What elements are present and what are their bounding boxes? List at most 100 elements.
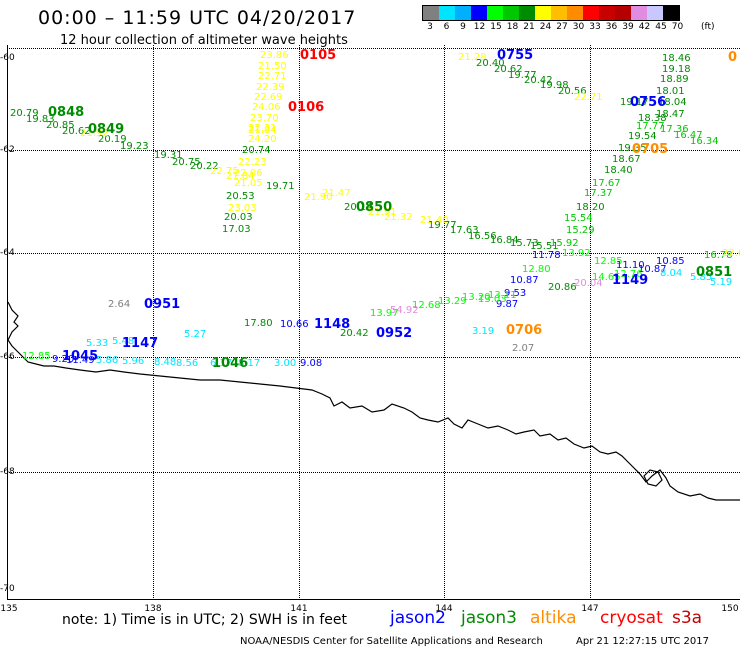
legend-swatch (423, 6, 439, 20)
footer-note: note: 1) Time is in UTC; 2) SWH is in fe… (62, 612, 348, 628)
wave-height-value: 12.85 (594, 256, 623, 267)
wave-height-value: 5.33 (86, 338, 109, 349)
satellite-legend-s3a: s3a (672, 608, 703, 628)
wave-height-value: 21.84 (226, 171, 255, 182)
wave-height-value: 5.86 (96, 355, 119, 366)
wave-height-value: 11.78 (532, 250, 561, 261)
map-title: 00:00 – 11:59 UTC 04/20/2017 (38, 7, 357, 29)
wave-height-value: 54.92 (390, 305, 419, 316)
legend-unit-label: (ft) (701, 22, 715, 32)
legend-tick-label: 12 (473, 22, 486, 32)
wave-height-value: 5.27 (184, 329, 207, 340)
lon-label: 147 (581, 604, 599, 614)
wave-height-value: 20.74 (242, 145, 271, 156)
footer-timestamp: Apr 21 12:27:15 UTC 2017 (576, 636, 709, 647)
legend-tick-label: 42 (638, 22, 651, 32)
wave-height-value: 19.35 (618, 143, 647, 154)
legend-swatch (599, 6, 615, 20)
wave-height-value: 3.19 (472, 326, 495, 337)
wave-height-value: 19.17 (620, 97, 649, 108)
color-legend-bar (422, 5, 680, 21)
pass-time-label: 0849 (88, 122, 125, 137)
wave-height-value: 18.47 (656, 109, 685, 120)
wave-height-value: 22.23 (238, 157, 267, 168)
pass-time-label: 1148 (314, 317, 351, 332)
wave-height-value: 13.92 (562, 248, 591, 259)
pass-time-label: 0951 (144, 297, 181, 312)
lon-label: 144 (435, 604, 453, 614)
pass-time-label: 0105 (300, 48, 337, 63)
wave-height-value: 23.86 (260, 50, 289, 61)
wave-height-value: 19.98 (540, 80, 569, 91)
wave-height-value: 20.40 (476, 58, 505, 69)
wave-height-value: 15.73 (510, 238, 539, 249)
wave-height-value: 21.91 (368, 207, 397, 218)
wave-height-value: 8.17 (238, 358, 261, 369)
wave-height-value: 22.39 (256, 82, 285, 93)
wave-height-value: 23.03 (228, 203, 257, 214)
wave-height-value: 18.04 (658, 97, 687, 108)
wave-height-value: 20.14 (344, 202, 373, 213)
legend-tick-label: 9 (460, 22, 466, 32)
pass-time-label: 0756 (630, 95, 667, 110)
wave-height-value: 12.85 (22, 351, 51, 362)
lat-label: -64 (0, 248, 15, 258)
pass-time-label: 0 (728, 50, 738, 65)
legend-tick-label: 33 (589, 22, 601, 32)
lon-label: 141 (290, 604, 308, 614)
wave-height-value: 24.06 (252, 102, 281, 113)
lat-label: -68 (0, 467, 15, 477)
wave-height-value: 22.31 (248, 123, 277, 134)
wave-height-value: 8.04 (660, 268, 683, 279)
wave-height-value: 11.10 (616, 260, 645, 271)
gridline-lon-147 (590, 45, 591, 600)
pass-time-label: 0755 (497, 48, 534, 63)
wave-height-value: 19.23 (120, 141, 149, 152)
gridline-lat-66 (7, 357, 740, 358)
wave-height-value: 20.03 (224, 212, 253, 223)
map-subtitle: 12 hour collection of altimeter wave hei… (60, 33, 348, 48)
wave-height-value: 20.42 (524, 75, 553, 86)
wave-height-value: 19.71 (266, 181, 295, 192)
wave-height-value: 15.92 (550, 238, 579, 249)
wave-height-value: 8.48 (154, 357, 177, 368)
wave-height-value: 20.85 (46, 120, 75, 131)
wave-height-value: 22.71 (258, 71, 287, 82)
pass-time-label: 1147 (122, 336, 159, 351)
wave-height-value: 12.68 (412, 300, 441, 311)
wave-height-value: 18.40 (604, 165, 633, 176)
wave-height-value: 21.28 (458, 52, 487, 63)
wave-height-value: 19.54 (628, 131, 657, 142)
lat-label: -70 (0, 584, 15, 594)
wave-height-value: 22.71 (574, 92, 603, 103)
wave-height-value: 2.64 (108, 299, 131, 310)
legend-tick-label: 6 (443, 22, 450, 32)
gridline-lat-62 (7, 150, 740, 151)
lon-label: 135 (0, 604, 18, 614)
wave-height-value: 21.32 (384, 212, 413, 223)
legend-swatch (663, 6, 679, 20)
legend-swatch (647, 6, 663, 20)
legend-tick-label: 3 (427, 22, 433, 32)
legend-tick-label: 27 (556, 22, 568, 32)
gridline-lat-68 (7, 472, 740, 473)
wave-height-value: 10.87 (638, 264, 667, 275)
legend-swatch (487, 6, 503, 20)
pass-time-label: 0850 (356, 200, 393, 215)
lon-label: 138 (144, 604, 162, 614)
gridline-lon-141 (299, 45, 300, 600)
pass-time-label: 1045 (62, 349, 99, 364)
satellite-legend-jason3: jason3 (461, 608, 517, 628)
wave-height-value: 17.63 (450, 225, 479, 236)
color-legend-labels: 3 6 9 12 15 18 21 24 27 30 33 36 39 42 45 70 (422, 22, 732, 34)
wave-height-value: 24.20 (248, 134, 277, 145)
pass-time-label: 0952 (376, 326, 413, 341)
legend-swatch (455, 6, 471, 20)
wave-height-value: 18.20 (576, 202, 605, 213)
wave-height-value: 22.06 (234, 168, 263, 179)
wave-height-value: 19.77 (428, 220, 457, 231)
satellite-legend-altika: altika (530, 608, 577, 628)
wave-height-value: 20.62 (494, 64, 523, 75)
legend-tick-label: 15 (490, 22, 502, 32)
